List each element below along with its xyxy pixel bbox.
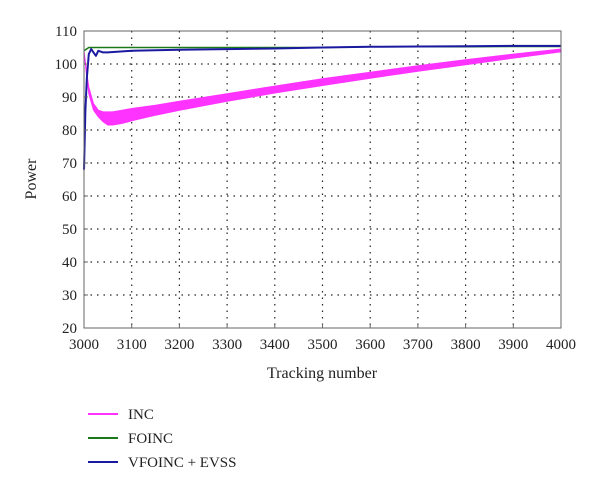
series-layer (83, 44, 562, 170)
legend: INC FOINC VFOINC + EVSS (88, 407, 236, 471)
x-tick-label: 4000 (546, 337, 576, 353)
x-tick-label: 3200 (164, 337, 194, 353)
y-axis-title: Power (23, 158, 40, 200)
y-tick-label: 100 (55, 57, 78, 73)
legend-label-inc: INC (128, 407, 154, 423)
ticks: 3000 3100 3200 3300 3400 3500 3600 3700 3800 3900… (55, 24, 577, 353)
y-tick-label: 110 (55, 24, 77, 40)
legend-label-foinc: FOINC (128, 431, 173, 447)
legend-label-vfoinc-evss: VFOINC + EVSS (128, 455, 236, 471)
y-tick-label: 40 (62, 255, 77, 271)
plot-frame (83, 30, 562, 329)
y-tick-label: 30 (62, 288, 77, 304)
x-tick-label: 3400 (260, 337, 290, 353)
x-tick-label: 3300 (212, 337, 242, 353)
x-tick-label: 3000 (69, 337, 99, 353)
y-tick-label: 20 (62, 321, 77, 337)
grid (84, 31, 561, 328)
series-inc-band (83, 48, 562, 126)
y-tick-label: 70 (62, 156, 77, 172)
y-tick-label: 60 (62, 189, 77, 205)
x-tick-label: 3100 (117, 337, 147, 353)
x-tick-label: 3800 (451, 337, 481, 353)
x-tick-label: 3900 (498, 337, 528, 353)
y-tick-label: 90 (62, 90, 77, 106)
y-tick-label: 80 (62, 123, 77, 139)
x-axis-title: Tracking number (267, 365, 378, 382)
x-tick-label: 3600 (355, 337, 385, 353)
x-tick-label: 3500 (308, 337, 338, 353)
x-tick-label: 3700 (403, 337, 433, 353)
y-tick-label: 50 (62, 222, 77, 238)
series-vfoinc-evss-line (83, 44, 561, 170)
